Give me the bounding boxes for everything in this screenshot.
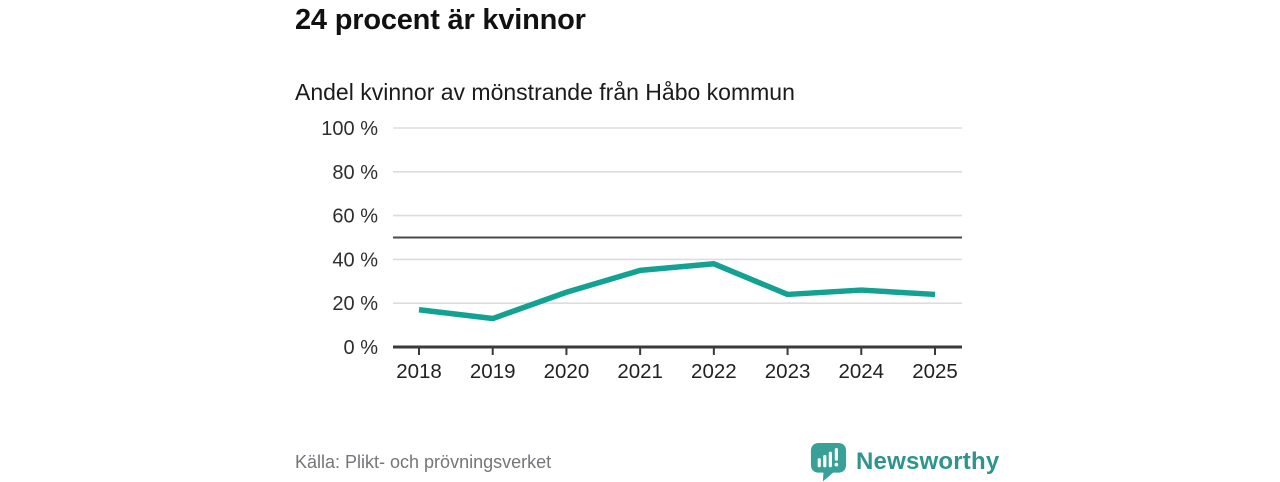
brand-name: Newsworthy xyxy=(856,448,1000,475)
x-tick-label: 2023 xyxy=(765,360,811,383)
brand-lockup: Newsworthy xyxy=(810,442,999,482)
y-tick-label: 80 % xyxy=(332,162,378,184)
y-tick-label: 20 % xyxy=(332,293,378,315)
line-chart: 0 % 20 % 40 % 60 % 80 % 100 % 2018 2019 2020 2021… xyxy=(321,118,962,383)
x-tick-label: 2024 xyxy=(838,360,884,383)
source-note: Källa: Plikt- och prövningsverket xyxy=(295,452,552,472)
x-tick-label: 2019 xyxy=(470,360,516,383)
x-tick-label: 2018 xyxy=(396,360,442,383)
x-tick-label: 2022 xyxy=(691,360,737,383)
y-tick-label: 100 % xyxy=(321,118,378,140)
x-tick-label: 2025 xyxy=(912,360,958,383)
y-tick-label: 40 % xyxy=(332,249,378,271)
y-tick-label: 60 % xyxy=(332,206,378,228)
x-tick-label: 2021 xyxy=(617,360,663,383)
page-title: 24 procent är kvinnor xyxy=(295,4,586,36)
chart-subtitle: Andel kvinnor av mönstrande från Håbo ko… xyxy=(295,79,795,105)
data-line-andel-kvinnor xyxy=(418,261,936,322)
y-tick-label: 0 % xyxy=(344,337,379,359)
x-tick-label: 2020 xyxy=(544,360,590,383)
newsworthy-logo-icon xyxy=(810,443,847,482)
